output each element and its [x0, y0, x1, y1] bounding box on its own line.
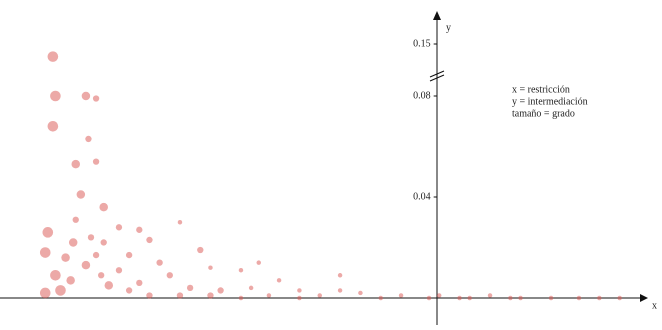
point: [266, 293, 272, 298]
point: [115, 267, 123, 274]
point: [467, 295, 472, 301]
point: [238, 267, 244, 273]
point: [81, 91, 91, 101]
point: [378, 295, 383, 301]
point: [146, 292, 153, 299]
point: [136, 279, 143, 287]
point: [576, 295, 582, 301]
annotation: y = intermediación: [512, 96, 588, 107]
point: [115, 224, 123, 231]
point: [42, 227, 54, 238]
point: [337, 273, 343, 278]
y-axis-arrow: [433, 11, 441, 20]
point: [297, 295, 302, 301]
point: [98, 272, 105, 279]
point: [125, 287, 133, 294]
point: [85, 135, 92, 143]
point: [55, 285, 66, 296]
y-tick-label: 0.04: [413, 191, 431, 202]
point: [87, 234, 95, 241]
point: [337, 288, 343, 293]
point: [166, 272, 173, 279]
axis-break: [429, 74, 445, 82]
point: [207, 292, 214, 299]
annotation: tamaño = grado: [512, 108, 575, 119]
point: [208, 265, 213, 270]
point: [92, 95, 100, 102]
point: [436, 293, 442, 298]
point: [125, 251, 133, 259]
point: [92, 251, 100, 259]
point: [518, 295, 523, 301]
point: [50, 90, 61, 102]
y-tick-label: 0.08: [413, 90, 431, 101]
point: [146, 236, 153, 244]
x-axis-arrow: [640, 294, 648, 302]
point: [508, 295, 513, 301]
point: [426, 295, 432, 301]
annotation: x = restricción: [512, 84, 570, 95]
point: [156, 259, 163, 266]
point: [358, 290, 363, 296]
point: [186, 284, 194, 292]
point: [597, 295, 602, 301]
point: [238, 295, 244, 301]
point: [92, 158, 100, 165]
point: [47, 121, 59, 132]
point: [217, 287, 224, 294]
point: [81, 260, 91, 270]
point: [66, 276, 75, 285]
axis-break: [429, 70, 445, 78]
point: [317, 293, 322, 298]
point: [39, 247, 51, 258]
y-tick-label: 0.15: [413, 38, 431, 49]
point: [617, 295, 622, 301]
point: [61, 253, 70, 262]
point: [248, 285, 254, 291]
point: [297, 288, 302, 293]
point: [177, 220, 183, 225]
x-axis-label: x: [652, 300, 657, 311]
point: [72, 216, 79, 223]
point: [100, 239, 107, 246]
point: [176, 292, 184, 299]
point: [68, 238, 78, 247]
point: [99, 202, 108, 212]
point: [50, 269, 61, 281]
point: [76, 190, 86, 199]
point: [136, 226, 143, 233]
point: [47, 51, 59, 62]
point: [276, 278, 282, 283]
y-axis-label: y: [446, 22, 451, 33]
point: [398, 293, 404, 298]
point: [487, 293, 493, 298]
point: [71, 159, 80, 169]
point: [548, 295, 554, 301]
point: [39, 287, 51, 299]
point: [197, 246, 204, 254]
point: [457, 295, 462, 301]
point: [256, 260, 261, 265]
point: [104, 281, 114, 290]
